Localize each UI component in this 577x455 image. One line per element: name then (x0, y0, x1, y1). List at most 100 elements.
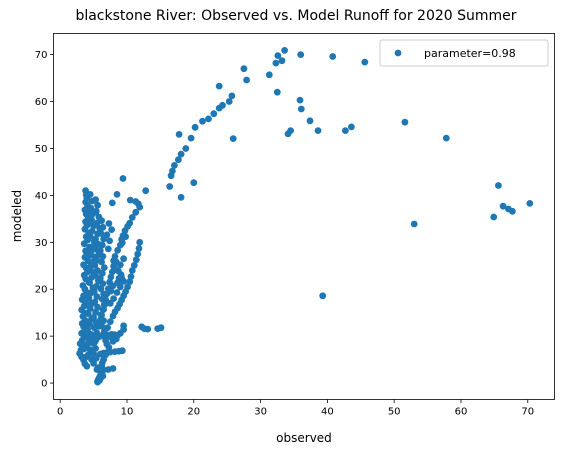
data-point (109, 312, 117, 320)
data-point (297, 105, 305, 113)
x-tick-label: 40 (321, 407, 334, 418)
data-point (228, 92, 236, 100)
data-point (509, 207, 516, 215)
data-point (91, 334, 99, 342)
data-point (348, 123, 355, 131)
data-point (274, 52, 282, 59)
data-point (167, 172, 175, 180)
y-tick-label: 70 (35, 50, 48, 61)
data-point (136, 203, 144, 211)
data-point (113, 191, 121, 198)
data-point (142, 187, 150, 195)
x-tick-label: 0 (57, 407, 63, 418)
data-point (100, 317, 107, 325)
data-point (240, 65, 248, 73)
data-point (175, 156, 182, 164)
data-point (80, 240, 88, 248)
data-point (361, 58, 369, 66)
data-point (104, 324, 111, 332)
legend: parameter=0.98 (379, 39, 549, 67)
data-point (215, 82, 223, 90)
data-point (225, 98, 233, 105)
data-point (191, 123, 199, 131)
data-point (278, 57, 286, 65)
data-point (99, 280, 107, 287)
data-point (108, 226, 115, 234)
data-point (86, 279, 93, 287)
data-point (297, 51, 305, 58)
data-point (98, 217, 105, 225)
data-point (93, 293, 101, 301)
data-point (107, 273, 115, 281)
data-point (175, 131, 183, 138)
data-point (243, 76, 251, 84)
data-point (92, 308, 99, 316)
data-point (86, 301, 93, 309)
data-point (296, 96, 304, 104)
data-point (84, 319, 91, 326)
x-tick-label: 20 (187, 407, 200, 418)
data-point (106, 237, 113, 245)
data-point (97, 285, 105, 293)
data-point (85, 294, 93, 302)
data-point (118, 239, 126, 247)
data-point (86, 232, 94, 240)
data-point (93, 329, 101, 337)
data-point (89, 339, 97, 347)
data-point (100, 290, 107, 298)
y-tick-label: 20 (35, 285, 48, 296)
data-point (171, 162, 178, 169)
data-point (86, 208, 94, 216)
data-point (99, 306, 107, 314)
x-tick-label: 30 (254, 407, 267, 418)
y-tick-label: 10 (35, 332, 48, 343)
legend-label: parameter=0.98 (424, 47, 516, 60)
y-tick-label: 50 (35, 144, 48, 155)
data-point (109, 282, 117, 290)
data-point (319, 292, 327, 300)
data-point (104, 245, 112, 253)
data-points (76, 47, 534, 386)
data-point (84, 325, 91, 333)
data-point (157, 324, 165, 332)
data-point (99, 253, 107, 260)
x-tick-label: 60 (455, 407, 468, 418)
data-point (144, 325, 152, 333)
data-point (98, 295, 106, 303)
data-point (84, 220, 92, 228)
data-point (106, 318, 114, 325)
data-point (229, 135, 237, 143)
data-point (90, 288, 98, 295)
data-point (490, 213, 498, 221)
data-point (281, 47, 288, 54)
data-point (97, 311, 105, 319)
data-point (265, 71, 273, 79)
data-point (106, 299, 114, 307)
data-point (166, 183, 174, 190)
data-point (84, 310, 92, 317)
data-point (272, 59, 280, 67)
data-point (90, 360, 97, 367)
data-point (119, 175, 127, 182)
data-point (105, 220, 113, 227)
data-point (499, 202, 507, 210)
data-point (88, 227, 96, 235)
data-point (126, 196, 134, 204)
data-point (90, 324, 98, 332)
data-point (116, 261, 124, 269)
data-point (495, 182, 502, 189)
data-point (97, 230, 105, 237)
data-point (205, 115, 212, 123)
y-tick-label: 40 (35, 191, 48, 202)
y-tick-label: 60 (35, 97, 48, 108)
data-point (92, 319, 100, 326)
data-point (187, 134, 195, 142)
data-point (210, 110, 218, 118)
x-tick-label: 70 (521, 407, 534, 418)
data-point (199, 117, 206, 125)
data-point (442, 134, 450, 142)
data-point (117, 271, 125, 279)
x-tick-label: 50 (388, 407, 401, 418)
chart-title: blackstone River: Observed vs. Model Run… (75, 8, 516, 24)
